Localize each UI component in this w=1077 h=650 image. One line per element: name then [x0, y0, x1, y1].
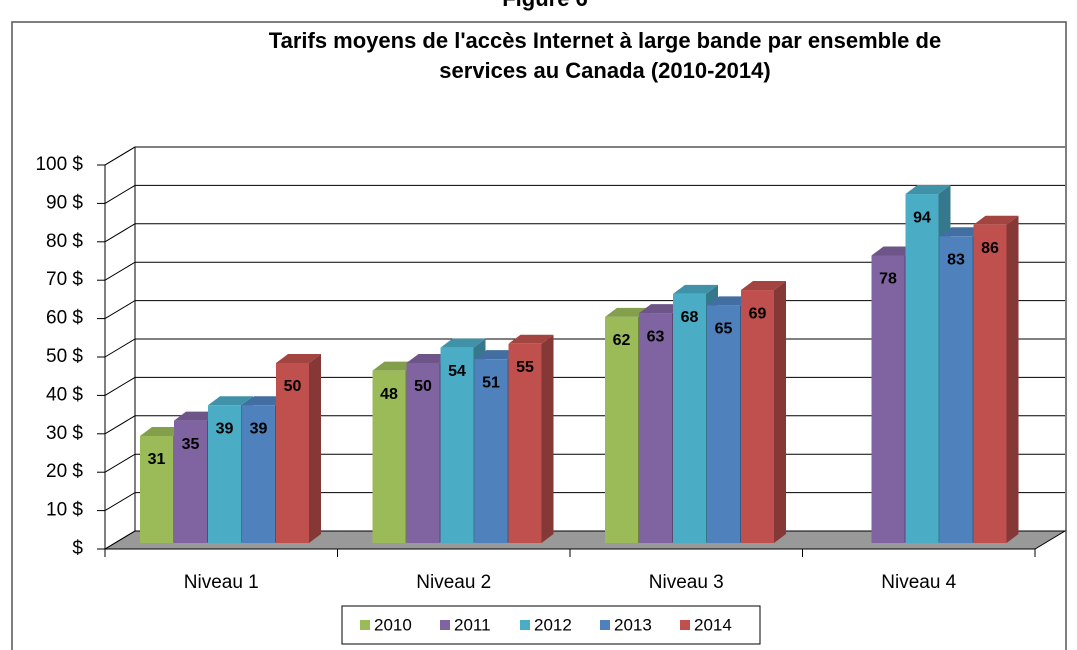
chart-title: Tarifs moyens de l'accès Internet à larg…: [269, 28, 941, 53]
legend-swatch: [680, 620, 690, 630]
bar-side: [774, 281, 786, 543]
data-label: 78: [879, 271, 897, 288]
bar: [905, 194, 939, 544]
bar-top: [871, 246, 917, 256]
bar: [673, 293, 706, 543]
grid-line: [104, 184, 1065, 204]
y-tick-label: 100 $: [35, 154, 83, 175]
data-label: 50: [284, 378, 302, 395]
data-label: 39: [250, 420, 268, 437]
bar-top: [939, 227, 985, 237]
bar: [605, 316, 638, 543]
y-tick-label: $: [72, 538, 83, 559]
bar-top: [508, 334, 554, 344]
legend-box: [341, 605, 761, 645]
bar-top: [140, 426, 185, 436]
data-label: 83: [947, 251, 965, 268]
bar: [973, 224, 1007, 543]
bar-top: [276, 354, 321, 363]
legend-swatch: [360, 620, 370, 630]
data-label: 54: [448, 363, 466, 380]
bar-top: [372, 361, 418, 371]
bar: [208, 405, 241, 543]
data-label: 31: [148, 451, 166, 468]
bar: [242, 405, 275, 543]
data-label: 35: [182, 436, 200, 453]
legend-label: 2013: [614, 615, 652, 634]
legend-label: 2012: [534, 615, 572, 634]
data-label: 39: [216, 420, 234, 437]
bar-side: [309, 354, 321, 543]
bar: [508, 343, 542, 543]
bar-top: [242, 396, 287, 406]
bar-top: [707, 296, 752, 306]
bar-top: [605, 307, 650, 317]
bar: [372, 370, 406, 543]
grid-line: [104, 261, 1065, 281]
bar-top: [208, 396, 253, 406]
grid-line: [104, 223, 1065, 243]
bar-top: [639, 304, 684, 314]
data-label: 48: [380, 386, 398, 403]
bar: [871, 255, 905, 544]
bar-top: [905, 185, 951, 195]
legend-swatch: [600, 620, 610, 630]
data-label: 94: [913, 209, 931, 226]
x-tick-label: Niveau 2: [416, 572, 491, 593]
y-tick-label: 30 $: [46, 423, 83, 444]
bar: [140, 435, 173, 543]
bar-side: [1006, 215, 1019, 543]
data-label: 65: [715, 321, 733, 338]
bar-top: [406, 354, 452, 363]
y-tick-label: 40 $: [46, 384, 83, 405]
legend-label: 2014: [694, 615, 732, 634]
y-tick-label: 60 $: [46, 308, 83, 329]
y-tick-label: 50 $: [46, 346, 83, 367]
y-tick-label: 80 $: [46, 231, 83, 252]
chart-frame: [11, 21, 1067, 650]
y-tick-label: 20 $: [46, 461, 83, 482]
data-label: 68: [681, 309, 699, 326]
data-label: 55: [516, 359, 534, 376]
bar: [741, 290, 774, 543]
y-tick-label: 70 $: [46, 269, 83, 290]
grid-line: [104, 146, 1065, 166]
bar: [707, 305, 740, 543]
data-label: 62: [613, 332, 631, 349]
bar-top: [741, 281, 786, 291]
bar: [474, 359, 508, 543]
bar: [440, 347, 474, 543]
legend-label: 2010: [374, 615, 412, 634]
chart-title: services au Canada (2010-2014): [439, 58, 770, 83]
bar-top: [440, 338, 486, 348]
bar: [174, 420, 207, 543]
legend-label: 2011: [454, 615, 491, 634]
bar-top: [474, 350, 520, 360]
legend-swatch: [440, 620, 450, 630]
y-tick-label: 90 $: [46, 192, 83, 213]
bar-top: [174, 411, 219, 421]
data-label: 69: [749, 305, 767, 322]
bar: [276, 363, 309, 543]
bar-top: [673, 284, 718, 294]
data-label: 63: [647, 328, 665, 345]
bar: [639, 313, 672, 543]
x-tick-label: Niveau 3: [649, 572, 724, 593]
y-tick-label: 10 $: [46, 500, 83, 521]
data-label: 50: [414, 378, 432, 395]
bar: [406, 363, 440, 543]
bar: [939, 236, 973, 543]
data-label: 86: [981, 240, 999, 257]
data-label: 51: [482, 374, 500, 391]
bar-top: [973, 215, 1019, 225]
legend-swatch: [520, 620, 530, 630]
figure-heading: Figure 6: [502, 0, 588, 11]
x-tick-label: Niveau 1: [184, 572, 259, 593]
x-tick-label: Niveau 4: [881, 572, 956, 593]
bar-side: [541, 334, 554, 543]
